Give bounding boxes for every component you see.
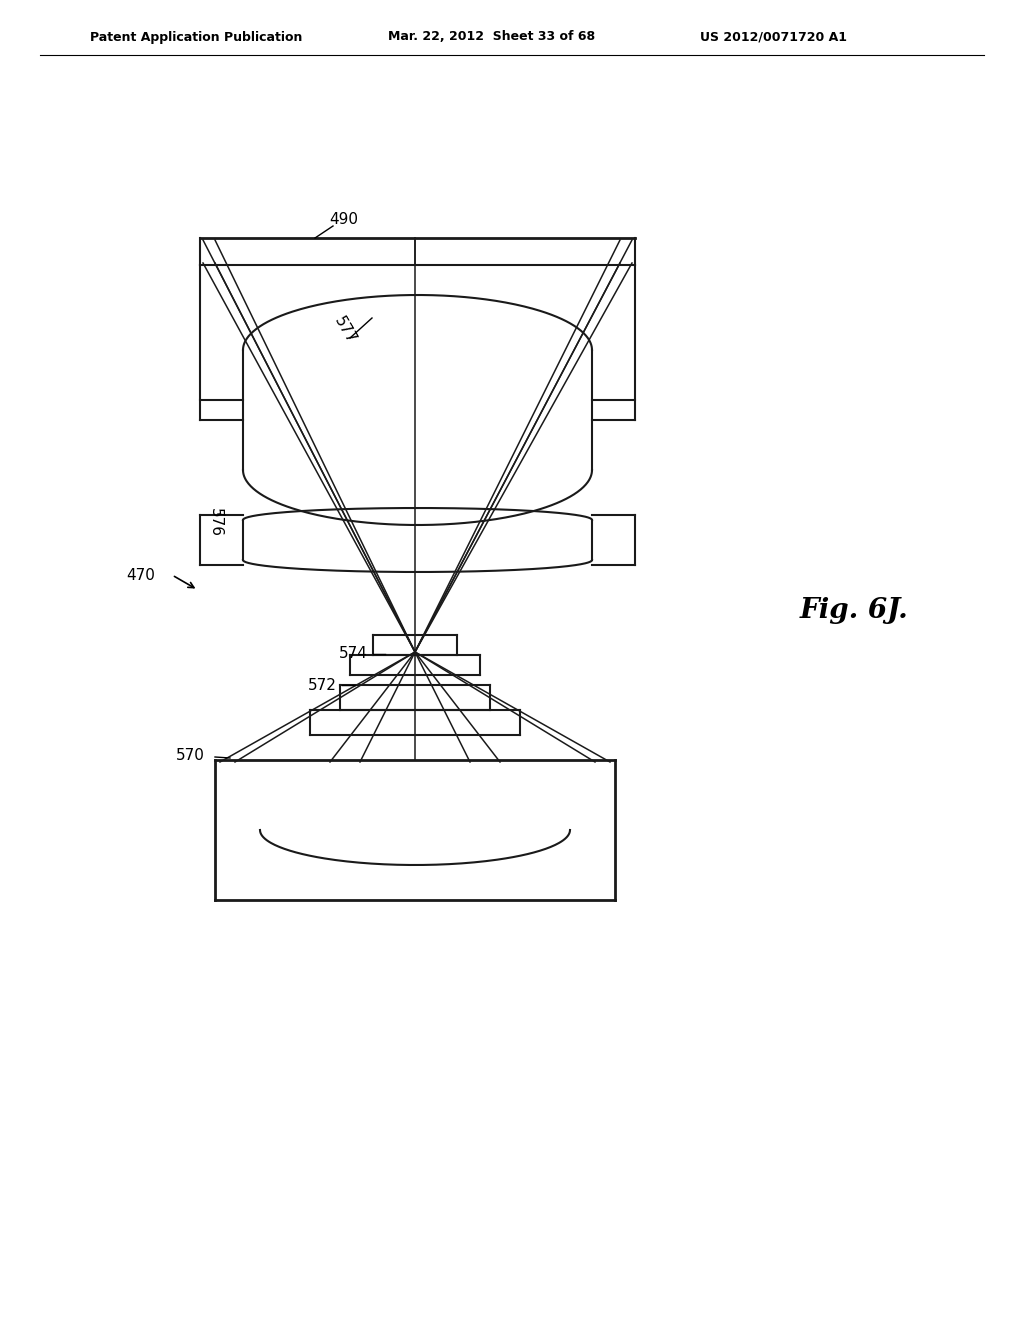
Text: 574: 574 (339, 647, 368, 661)
Text: Patent Application Publication: Patent Application Publication (90, 30, 302, 44)
Text: 570: 570 (176, 747, 205, 763)
Text: 577: 577 (332, 314, 358, 346)
Text: 576: 576 (208, 508, 222, 537)
Text: 490: 490 (330, 213, 358, 227)
Text: US 2012/0071720 A1: US 2012/0071720 A1 (700, 30, 847, 44)
Text: Mar. 22, 2012  Sheet 33 of 68: Mar. 22, 2012 Sheet 33 of 68 (388, 30, 595, 44)
Text: 470: 470 (126, 568, 155, 582)
Text: Fig. 6J.: Fig. 6J. (800, 597, 908, 623)
Text: 572: 572 (308, 677, 337, 693)
